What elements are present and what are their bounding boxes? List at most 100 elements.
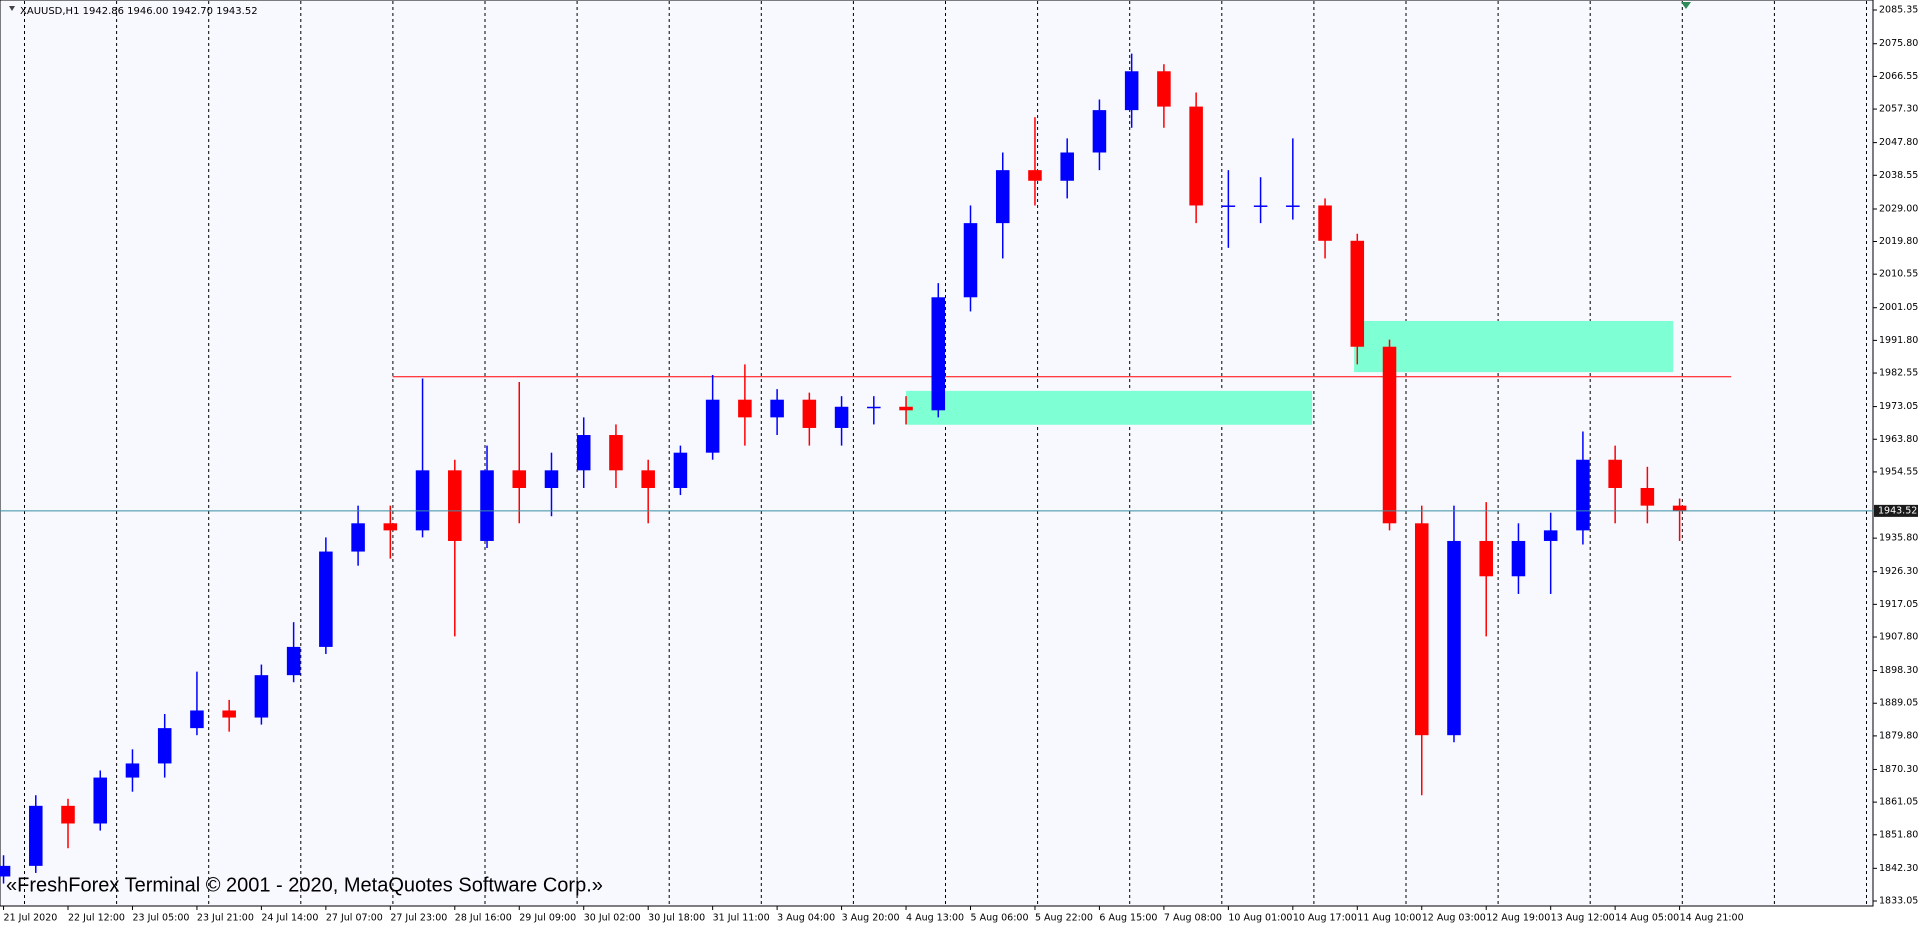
candle-body	[157, 728, 172, 764]
candle-body	[1253, 205, 1268, 207]
candle-body	[609, 435, 623, 471]
candle-body	[995, 170, 1010, 224]
candle-body	[705, 399, 720, 453]
y-tick-label: 1973.05	[1879, 401, 1918, 412]
candle-body	[1060, 152, 1074, 181]
candle-body	[286, 646, 301, 676]
y-tick-label: 1954.55	[1879, 466, 1918, 477]
candle-body	[222, 710, 236, 718]
candle-body	[1640, 487, 1655, 506]
x-tick-label: 12 Aug 19:00	[1486, 913, 1550, 924]
x-tick-label: 23 Jul 21:00	[197, 913, 254, 924]
x-tick-label: 21 Jul 2020	[4, 913, 58, 924]
y-tick-label: 1879.80	[1879, 730, 1918, 741]
x-tick-label: 13 Aug 12:00	[1551, 913, 1615, 924]
x-tick-label: 3 Aug 20:00	[842, 913, 900, 924]
candle-body	[770, 399, 784, 418]
x-tick-label: 10 Aug 17:00	[1293, 913, 1357, 924]
y-tick-label: 2019.80	[1879, 236, 1918, 247]
x-tick-label: 5 Aug 06:00	[971, 913, 1029, 924]
candle-body	[802, 399, 817, 428]
candle-body	[867, 406, 881, 409]
candle-body	[1124, 71, 1139, 111]
candle-body	[1092, 110, 1107, 153]
y-tick-label: 2047.80	[1879, 137, 1918, 148]
y-tick-label: 1917.05	[1879, 599, 1918, 610]
y-tick-label: 1898.30	[1879, 665, 1918, 676]
candle-body	[1350, 240, 1365, 347]
bid-label: 1943.52	[1878, 505, 1917, 516]
candle-body	[93, 777, 108, 824]
x-tick-label: 11 Aug 10:00	[1357, 913, 1421, 924]
candle-body	[931, 297, 946, 411]
zone	[1354, 320, 1674, 373]
candle-body	[576, 435, 591, 471]
candle-body	[1414, 523, 1429, 736]
candle-body	[963, 223, 978, 298]
candle-body	[125, 763, 140, 778]
x-tick-label: 14 Aug 05:00	[1615, 913, 1679, 924]
candle-body	[1543, 530, 1558, 541]
x-tick-label: 27 Jul 23:00	[390, 913, 447, 924]
x-tick-label: 14 Aug 21:00	[1680, 913, 1744, 924]
x-tick-label: 31 Jul 11:00	[713, 913, 770, 924]
x-tick-label: 3 Aug 04:00	[777, 913, 835, 924]
x-tick-label: 27 Jul 07:00	[326, 913, 383, 924]
x-tick-label: 6 Aug 15:00	[1099, 913, 1157, 924]
y-tick-label: 2066.55	[1879, 71, 1918, 82]
candle-body	[1479, 540, 1493, 577]
y-tick-label: 1926.30	[1879, 566, 1918, 577]
candle-body	[899, 406, 913, 411]
candle-body	[1028, 170, 1042, 181]
candle-body	[29, 805, 43, 866]
x-tick-label: 23 Jul 05:00	[132, 913, 189, 924]
x-tick-label: 10 Aug 01:00	[1228, 913, 1292, 924]
candle-body	[1382, 346, 1397, 524]
zone	[906, 390, 1313, 425]
y-tick-label: 2038.55	[1879, 170, 1918, 181]
candle-body	[544, 470, 559, 488]
candle-body	[1511, 540, 1526, 577]
x-tick-label: 30 Jul 18:00	[648, 913, 705, 924]
candle-body	[1608, 459, 1622, 488]
x-tick-label: 22 Jul 12:00	[68, 913, 125, 924]
candle-body	[190, 710, 204, 729]
candle-body	[319, 551, 333, 647]
candle-body	[1672, 505, 1687, 511]
x-tick-label: 30 Jul 02:00	[584, 913, 641, 924]
y-tick-label: 1982.55	[1879, 368, 1918, 379]
x-tick-label: 5 Aug 22:00	[1035, 913, 1093, 924]
candle-body	[351, 523, 365, 552]
candle-body	[383, 523, 398, 531]
y-tick-label: 2010.55	[1879, 269, 1918, 280]
candle-body	[1576, 459, 1590, 531]
x-tick-label: 12 Aug 03:00	[1422, 913, 1486, 924]
x-tick-label: 4 Aug 13:00	[906, 913, 964, 924]
candle-body	[254, 675, 269, 718]
y-tick-label: 1935.80	[1879, 533, 1918, 544]
symbol-icon	[9, 6, 15, 11]
watermark: «FreshForex Terminal © 2001 - 2020, Meta…	[6, 874, 603, 896]
y-tick-label: 1907.80	[1879, 632, 1918, 643]
candle-body	[1221, 205, 1236, 207]
candle-body	[415, 470, 430, 531]
bid-label-box	[1874, 504, 1918, 517]
x-tick-label: 7 Aug 08:00	[1164, 913, 1222, 924]
x-tick-label: 28 Jul 16:00	[455, 913, 512, 924]
x-tick-label: 29 Jul 09:00	[519, 913, 576, 924]
candle-body	[0, 865, 11, 877]
y-tick-label: 1842.30	[1879, 863, 1918, 874]
y-tick-label: 2029.00	[1879, 204, 1918, 215]
chart-title: XAUUSD,H1 1942.86 1946.00 1942.70 1943.5…	[20, 6, 258, 17]
price-axis	[1873, 0, 1920, 928]
candle-body	[1447, 540, 1461, 736]
candle-body	[480, 470, 494, 541]
layer	[0, 1, 1873, 906]
candle-body	[1189, 106, 1203, 206]
y-tick-label: 1889.05	[1879, 698, 1918, 709]
y-tick-label: 2001.05	[1879, 302, 1918, 313]
plot-area	[0, 0, 1874, 907]
candle-body	[1157, 71, 1171, 107]
